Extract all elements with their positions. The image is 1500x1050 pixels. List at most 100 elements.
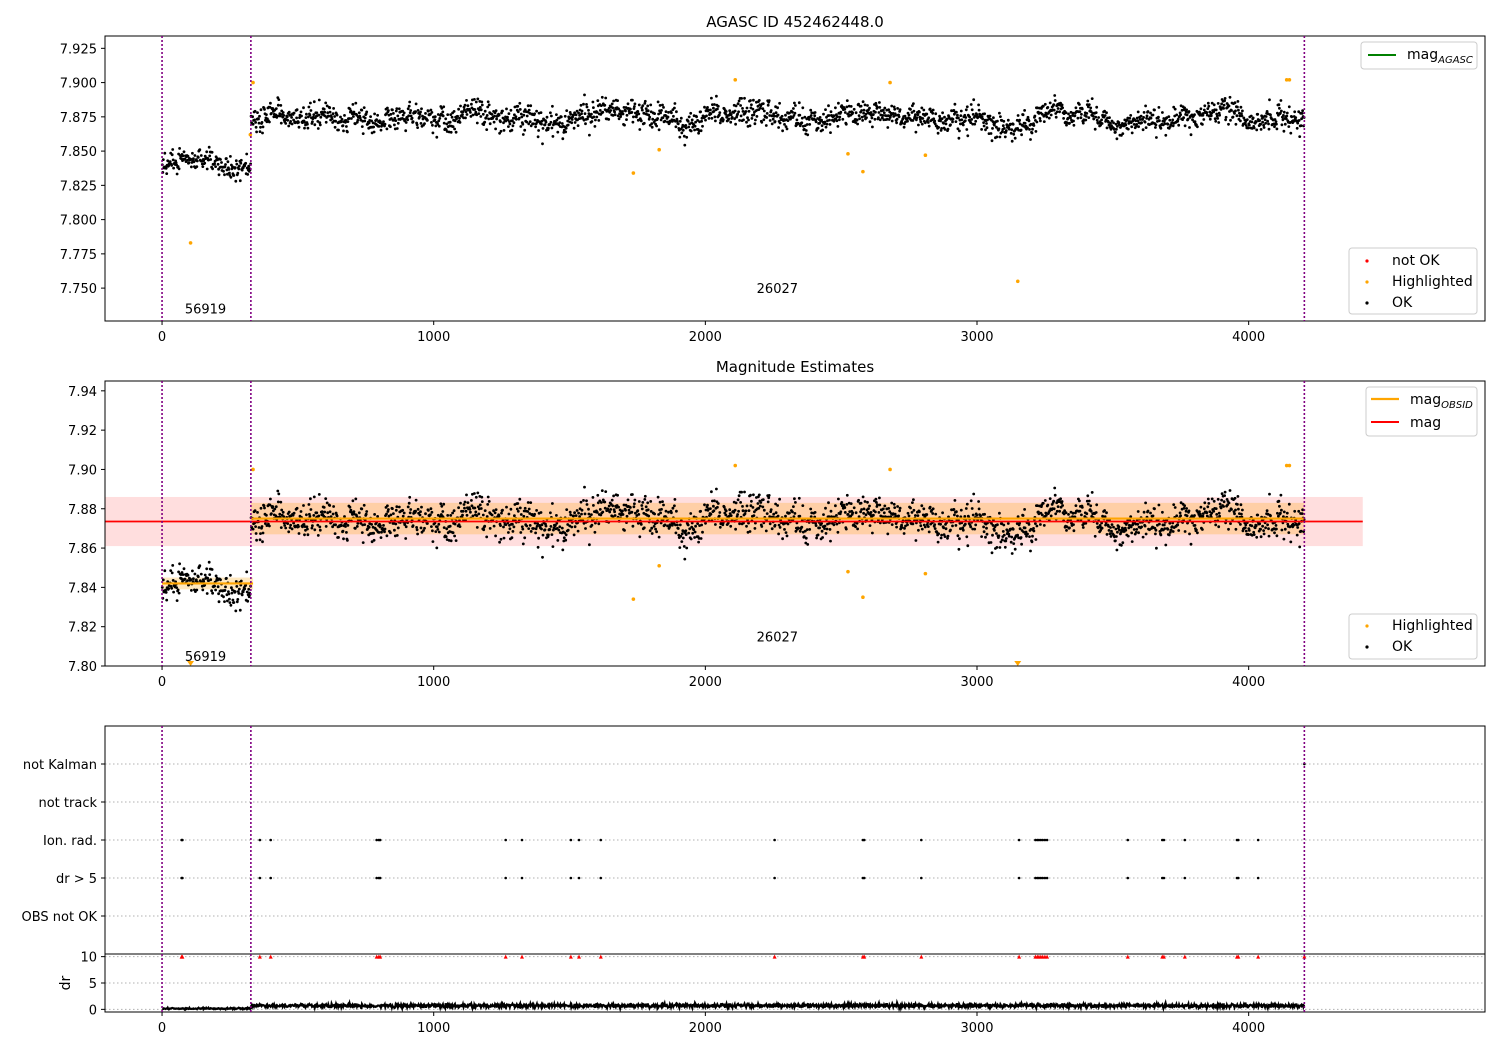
y-tick-label: 7.88 — [68, 503, 97, 518]
ok-point — [1089, 504, 1093, 508]
ok-point — [448, 120, 452, 124]
ok-point — [874, 497, 878, 501]
ok-point — [461, 110, 465, 114]
ok-point — [564, 533, 568, 537]
ok-point — [311, 120, 314, 124]
ok-point — [323, 510, 327, 514]
ok-point — [1183, 530, 1187, 533]
ok-point — [328, 110, 332, 114]
ok-point — [815, 536, 818, 540]
ok-point — [1018, 521, 1021, 525]
flag-event-point — [920, 838, 923, 842]
ok-point — [572, 533, 576, 537]
ok-point — [205, 167, 209, 171]
ok-point — [843, 107, 847, 111]
ok-point — [529, 501, 533, 504]
ok-point — [793, 111, 797, 115]
ok-point — [612, 508, 616, 511]
ok-point — [439, 502, 443, 506]
ok-point — [1183, 106, 1186, 110]
ok-point — [624, 508, 627, 512]
ok-point — [579, 500, 583, 504]
ok-point — [923, 525, 927, 529]
ok-point — [214, 588, 218, 592]
ok-point — [463, 506, 466, 510]
highlighted-point — [631, 597, 636, 601]
ok-point — [1027, 523, 1031, 526]
ok-point — [1217, 121, 1221, 124]
ok-point — [461, 113, 464, 116]
ok-point — [1297, 110, 1301, 114]
ok-point — [707, 117, 711, 120]
ok-point — [828, 521, 831, 525]
ok-point — [952, 109, 956, 112]
ok-point — [658, 104, 662, 107]
ok-point — [227, 590, 230, 594]
ok-point — [983, 512, 986, 516]
dr-clipped-marker — [1017, 954, 1022, 959]
ok-point — [900, 121, 904, 125]
ok-point — [1210, 101, 1214, 105]
ok-point — [1109, 127, 1113, 131]
ok-point — [807, 118, 811, 121]
ok-point — [917, 123, 920, 127]
ok-point — [792, 107, 795, 110]
ok-point — [402, 511, 406, 515]
ok-point — [965, 535, 969, 539]
ok-point — [648, 529, 652, 533]
ok-point — [883, 106, 887, 110]
ok-point — [393, 116, 397, 120]
ok-point — [377, 125, 381, 128]
ok-point — [758, 504, 762, 508]
ok-point — [480, 500, 484, 503]
ok-point — [1130, 531, 1134, 535]
ok-point — [587, 112, 591, 115]
ok-point — [555, 113, 558, 116]
ok-point — [711, 103, 714, 106]
ok-point — [798, 113, 802, 117]
ok-point — [871, 125, 874, 129]
ok-point — [287, 124, 291, 128]
ok-point — [1000, 130, 1004, 134]
ok-point — [1206, 101, 1210, 105]
ok-point — [492, 120, 496, 124]
ok-point — [701, 124, 704, 128]
ok-point — [678, 523, 682, 527]
ok-point — [676, 527, 680, 530]
ok-point — [1286, 522, 1290, 526]
ok-point — [1012, 132, 1016, 136]
ok-point — [846, 112, 850, 116]
ok-point — [1135, 123, 1139, 126]
ok-point — [1267, 122, 1270, 126]
ok-point — [409, 109, 413, 112]
ok-point — [465, 113, 469, 116]
ok-point — [511, 530, 515, 533]
ok-point — [424, 112, 427, 115]
x-tick-label: 2000 — [689, 1021, 722, 1036]
ok-point — [745, 106, 749, 110]
ok-point — [768, 522, 772, 526]
ok-point — [993, 123, 996, 127]
ok-point — [643, 498, 647, 501]
ok-point — [205, 592, 209, 595]
ok-point — [693, 128, 696, 132]
ok-point — [558, 525, 562, 529]
ok-point — [736, 102, 740, 106]
ok-point — [564, 538, 568, 542]
ok-point — [245, 570, 249, 574]
highlighted-point — [846, 152, 850, 156]
ok-point — [956, 514, 959, 518]
obsid-label: 56919 — [185, 650, 226, 665]
ok-point — [675, 117, 679, 121]
ok-point — [1098, 524, 1102, 527]
ok-point — [1234, 109, 1237, 113]
ok-point — [1187, 509, 1191, 513]
ok-point — [1182, 506, 1186, 510]
ok-point — [1216, 102, 1220, 105]
ok-point — [193, 154, 197, 157]
ok-point — [391, 507, 394, 510]
ok-point — [934, 112, 938, 116]
ok-point — [1202, 118, 1206, 121]
ok-point — [434, 530, 438, 533]
flag-event-point — [1183, 876, 1187, 880]
